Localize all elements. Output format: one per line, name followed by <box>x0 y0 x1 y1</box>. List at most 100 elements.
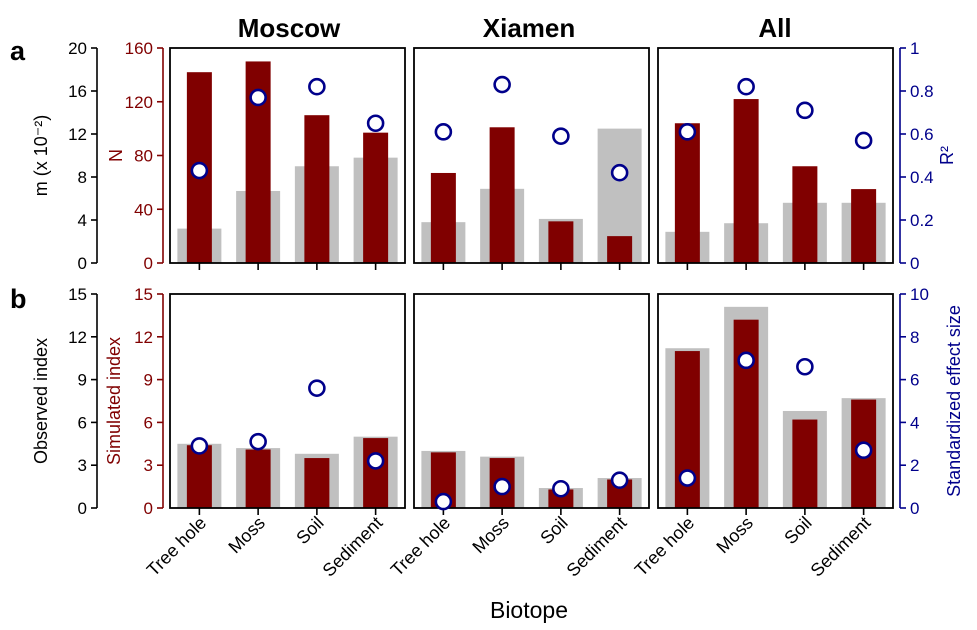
x-axis-label: Biotope <box>490 597 568 623</box>
inner-left-tick-label: 120 <box>125 93 153 112</box>
category-label: Sediment <box>563 513 631 581</box>
simulated-bar <box>674 123 700 263</box>
points-layer <box>190 75 873 511</box>
simulated-bar <box>607 236 633 263</box>
simulated-bar <box>430 172 456 263</box>
inner-left-tick-label: 6 <box>144 413 153 432</box>
effect-point <box>249 432 267 451</box>
simulated-bar <box>245 449 271 508</box>
effect-point <box>552 479 570 498</box>
effect-point <box>552 127 570 145</box>
effect-point <box>308 379 326 397</box>
right-tick-label: 1 <box>910 39 919 58</box>
effect-point <box>796 101 814 120</box>
inner-left-tick-label: 160 <box>125 39 153 58</box>
outer-left-tick-label: 20 <box>68 39 87 58</box>
right-axis-title: Standardized effect size <box>944 305 964 497</box>
panel-frame <box>657 47 894 264</box>
outer-left-tick-label: 0 <box>78 499 87 518</box>
inner-left-tick-label: 80 <box>134 147 153 166</box>
outer-left-tick-label: 15 <box>68 285 87 304</box>
category-label: Soil <box>780 513 815 548</box>
category-label: Sediment <box>319 513 387 581</box>
category-label: Moss <box>712 513 757 558</box>
right-tick-label: 0.2 <box>910 211 934 230</box>
category-label: Moss <box>224 513 269 558</box>
inner-left-tick-label: 9 <box>144 371 153 390</box>
simulated-bar <box>733 319 759 508</box>
outer-left-tick-label: 9 <box>78 371 87 390</box>
simulated-bar <box>363 132 389 263</box>
title-all: All <box>758 13 791 43</box>
effect-point <box>366 114 385 133</box>
outer-left-tick-label: 12 <box>68 328 87 347</box>
axes-layer <box>91 47 906 515</box>
effect-point <box>678 469 697 487</box>
inner-left-tick-label: 0 <box>144 254 153 273</box>
effect-point <box>366 452 385 470</box>
bars-layer <box>177 61 886 508</box>
inner-left-tick-label: 3 <box>144 456 153 475</box>
panel-a-letter: a <box>10 36 26 66</box>
simulated-bar <box>304 458 330 508</box>
effect-point <box>493 75 511 94</box>
inner-left-tick-label: 12 <box>134 328 153 347</box>
effect-point <box>796 357 814 376</box>
panel-frame <box>413 293 650 509</box>
inner-left-axis-title: Simulated index <box>104 337 124 465</box>
inner-left-tick-label: 40 <box>134 200 153 219</box>
effect-point <box>610 163 629 182</box>
outer-left-tick-label: 4 <box>78 211 87 230</box>
effect-point <box>737 351 755 370</box>
inner-left-tick-label: 0 <box>144 499 153 518</box>
outer-left-tick-label: 6 <box>78 413 87 432</box>
right-tick-label: 0.4 <box>910 168 934 187</box>
simulated-bar <box>733 99 759 263</box>
panel-frame <box>169 293 406 509</box>
effect-point <box>190 161 209 180</box>
right-tick-label: 0 <box>910 499 919 518</box>
right-tick-label: 8 <box>910 328 919 347</box>
effect-point <box>610 471 629 489</box>
right-tick-label: 2 <box>910 456 919 475</box>
panel-frame <box>657 293 894 509</box>
category-label: Soil <box>292 513 327 548</box>
effect-point <box>678 123 697 141</box>
simulated-bar <box>792 419 818 508</box>
simulated-bar <box>304 115 330 263</box>
category-label: Sediment <box>807 513 875 581</box>
outer-left-axis-title: m (x 10⁻²) <box>31 115 51 197</box>
right-tick-label: 0 <box>910 254 919 273</box>
right-tick-label: 6 <box>910 371 919 390</box>
right-tick-label: 4 <box>910 413 919 432</box>
category-label: Tree hole <box>143 513 210 580</box>
effect-point <box>854 131 873 150</box>
outer-left-tick-label: 0 <box>78 254 87 273</box>
category-label: Tree hole <box>387 513 454 580</box>
effect-point <box>249 88 267 107</box>
outer-left-tick-label: 16 <box>68 82 87 101</box>
title-moscow: Moscow <box>238 13 341 43</box>
right-tick-label: 0.6 <box>910 125 934 144</box>
effect-point <box>190 437 209 455</box>
right-tick-label: 0.8 <box>910 82 934 101</box>
effect-point <box>737 77 755 96</box>
outer-left-tick-label: 3 <box>78 456 87 475</box>
simulated-bar <box>363 438 389 508</box>
frames-layer <box>169 47 894 509</box>
effect-point <box>854 441 873 460</box>
simulated-bar <box>186 445 212 508</box>
outer-left-tick-label: 8 <box>78 168 87 187</box>
inner-left-tick-label: 15 <box>134 285 153 304</box>
panel-frame <box>413 47 650 264</box>
panel-frame <box>169 47 406 264</box>
simulated-bar <box>792 166 818 263</box>
simulated-bar <box>851 189 877 263</box>
title-xiamen: Xiamen <box>483 13 576 43</box>
category-label: Moss <box>468 513 513 558</box>
panel-b-letter: b <box>10 284 27 314</box>
simulated-bar <box>489 127 515 263</box>
category-label: Tree hole <box>631 513 698 580</box>
right-axis-title: R² <box>937 146 957 165</box>
